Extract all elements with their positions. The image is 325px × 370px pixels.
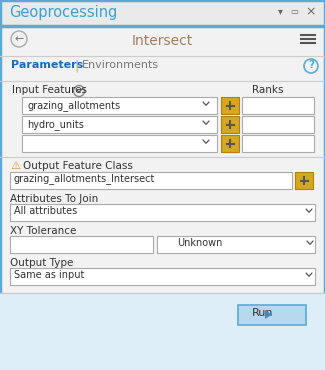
Text: Intersect: Intersect — [131, 34, 193, 48]
Text: Environments: Environments — [82, 60, 159, 70]
Text: Same as input: Same as input — [14, 269, 84, 279]
Text: Parameters: Parameters — [11, 60, 83, 70]
Text: All attributes: All attributes — [14, 205, 77, 215]
Text: Geoprocessing: Geoprocessing — [9, 5, 117, 20]
Text: Output Type: Output Type — [10, 258, 73, 268]
Bar — [295, 172, 313, 189]
Bar — [221, 116, 239, 133]
Bar — [10, 204, 315, 221]
Bar — [157, 236, 315, 253]
Bar — [22, 97, 217, 114]
Bar — [242, 97, 314, 114]
Text: Output Feature Class: Output Feature Class — [23, 161, 133, 171]
Bar — [22, 116, 217, 133]
Text: Unknown: Unknown — [177, 238, 222, 248]
Bar — [221, 135, 239, 152]
Text: ←: ← — [14, 34, 24, 44]
Text: grazing_allotments_Intersect: grazing_allotments_Intersect — [14, 174, 155, 184]
Text: XY Tolerance: XY Tolerance — [10, 226, 76, 236]
Text: Input Features: Input Features — [12, 85, 87, 95]
Text: hydro_units: hydro_units — [27, 119, 84, 130]
Text: ?: ? — [308, 60, 314, 70]
Bar — [242, 135, 314, 152]
Bar — [22, 135, 217, 152]
Bar — [221, 97, 239, 114]
Text: Attributes To Join: Attributes To Join — [10, 194, 98, 204]
Polygon shape — [265, 310, 272, 319]
Text: ⚠: ⚠ — [10, 161, 20, 171]
Text: ▭: ▭ — [290, 7, 298, 16]
Bar — [242, 116, 314, 133]
Text: Ranks: Ranks — [252, 85, 283, 95]
Text: |: | — [74, 60, 78, 73]
Bar — [238, 305, 306, 325]
Bar — [10, 172, 292, 189]
Text: grazing_allotments: grazing_allotments — [27, 100, 120, 111]
Text: ×: × — [305, 5, 316, 18]
Bar — [0, 293, 325, 370]
Bar — [10, 268, 315, 285]
Text: Run: Run — [252, 308, 274, 318]
Bar — [10, 236, 153, 253]
Bar — [0, 0, 325, 26]
Text: ▾: ▾ — [278, 6, 283, 16]
